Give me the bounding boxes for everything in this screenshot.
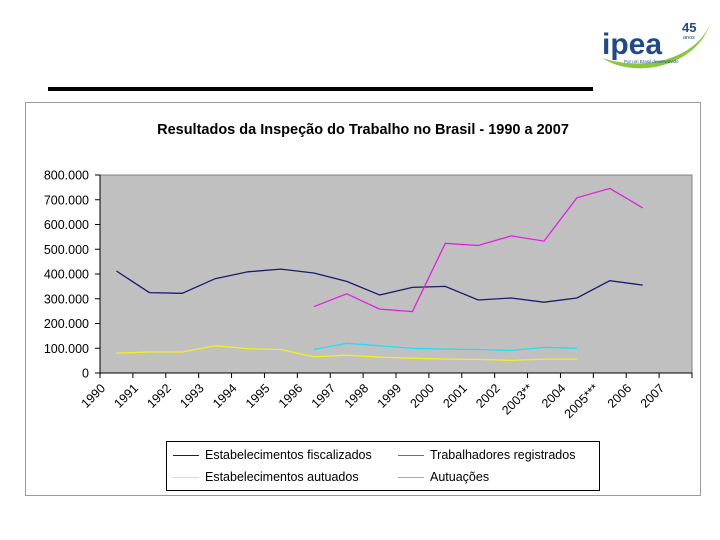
ipea-logo: ipea 45 anos Por um Brasil desenvolvido: [602, 20, 710, 69]
y-tick-label: 0: [82, 367, 89, 381]
series-line-autuacoes: [313, 342, 577, 352]
legend-label-registrados: Trabalhadores registrados: [430, 448, 576, 462]
y-tick-label: 700.000: [44, 193, 89, 207]
y-tick-label: 200.000: [44, 317, 89, 331]
legend-label-autuacoes: Autuações: [430, 470, 490, 484]
legend-item-autuados: Estabelecimentos autuados: [173, 467, 359, 487]
y-tick-label: 400.000: [44, 268, 89, 282]
x-tick-label: 1999: [375, 381, 405, 411]
x-tick-label: 2000: [407, 381, 437, 411]
x-tick-label: 1998: [342, 381, 372, 411]
logo-wordmark: ipea: [602, 28, 662, 61]
y-tick-label: 600.000: [44, 218, 89, 232]
x-tick-label: 1990: [79, 381, 109, 411]
y-tick-label: 800.000: [44, 169, 89, 183]
logo-badge-sub: anos: [683, 35, 695, 41]
x-tick-label: 2004: [539, 381, 569, 411]
series-line-registrados: [313, 187, 644, 313]
x-tick-label: 2002: [473, 381, 503, 411]
header-rule: [48, 87, 593, 91]
legend-item-autuacoes: Autuações: [398, 467, 489, 487]
legend-item-fiscalizados: Estabelecimentos fiscalizados: [173, 445, 372, 465]
series-line-fiscalizados: [116, 268, 643, 303]
x-tick-label: 1994: [210, 381, 240, 411]
x-tick-label: 1995: [243, 381, 273, 411]
line-chart: Resultados da Inspeção do Trabalho no Br…: [44, 122, 693, 421]
legend-swatch-autuados: [173, 476, 199, 478]
x-tick-label: 1991: [111, 381, 141, 411]
y-tick-label: 100.000: [44, 342, 89, 356]
legend-label-autuados: Estabelecimentos autuados: [205, 470, 359, 484]
logo-tagline: Por um Brasil desenvolvido: [624, 59, 679, 64]
chart-frame: Resultados da Inspeção do Trabalho no Br…: [25, 102, 701, 496]
x-tick-label: 1993: [177, 381, 207, 411]
plot-area: [99, 174, 693, 374]
legend-swatch-autuacoes: [398, 476, 424, 478]
x-tick-label: 2005***: [562, 381, 602, 421]
x-tick-label: 2003**: [499, 381, 536, 418]
x-tick-label: 2006: [605, 381, 635, 411]
x-tick-label: 2001: [440, 381, 470, 411]
x-tick-label: 1996: [276, 381, 306, 411]
series-line-autuados: [116, 345, 577, 362]
x-tick-label: 1992: [144, 381, 174, 411]
legend-swatch-fiscalizados: [173, 454, 199, 456]
legend-label-fiscalizados: Estabelecimentos fiscalizados: [205, 448, 372, 462]
x-tick-label: 2007: [638, 381, 668, 411]
y-tick-label: 500.000: [44, 243, 89, 257]
chart-legend: Estabelecimentos fiscalizados Trabalhado…: [166, 441, 600, 491]
legend-swatch-registrados: [398, 454, 424, 456]
legend-item-registrados: Trabalhadores registrados: [398, 445, 575, 465]
y-tick-label: 300.000: [44, 292, 89, 306]
logo-badge: 45: [682, 20, 696, 35]
chart-title: Resultados da Inspeção do Trabalho no Br…: [157, 122, 569, 138]
x-tick-label: 1997: [309, 381, 339, 411]
